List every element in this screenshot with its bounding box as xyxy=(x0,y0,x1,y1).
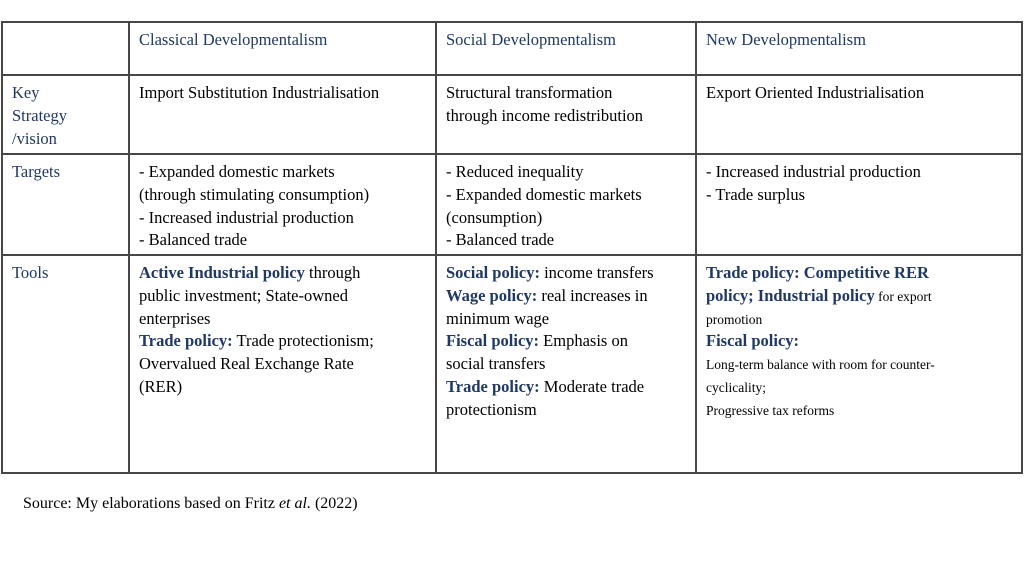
text-segment: /vision xyxy=(12,128,57,148)
text-segment: - Increased industrial production xyxy=(706,162,921,181)
developmentalism-comparison-table: Classical Developmentalism Social Develo… xyxy=(1,21,1023,475)
source-note: Source: My elaborations based on Fritz e… xyxy=(23,494,358,515)
text-segment: real increases in xyxy=(537,285,648,305)
text-segment: enterprises xyxy=(139,308,211,328)
text-segment: - Expanded domestic markets xyxy=(139,162,335,181)
text-segment: - Expanded domestic markets xyxy=(446,184,642,204)
text-segment: - Trade surplus xyxy=(706,184,806,204)
text-segment: Active Industrial policy xyxy=(139,263,305,283)
cell-key-strategy-classical: Import Substitution Industrialisation xyxy=(128,74,437,155)
text-segment: through xyxy=(304,263,361,283)
row-label-targets: Targets xyxy=(1,152,130,257)
text-segment: - Balanced trade xyxy=(446,230,555,250)
text-segment: Export Oriented Industrialisation xyxy=(706,83,925,102)
text-segment: (consumption) xyxy=(446,207,543,227)
text-segment: - Balanced trade xyxy=(139,230,248,250)
cell-targets-new: - Increased industrial production - Trade… xyxy=(695,152,1023,257)
row-label-tools: Tools xyxy=(1,254,130,475)
text-segment: - Reduced inequality xyxy=(446,162,584,181)
text-segment: Tools xyxy=(12,263,49,283)
text-segment: protectionism xyxy=(446,399,537,419)
text-segment: cyclicality; xyxy=(706,379,766,395)
text-segment: Key xyxy=(12,83,40,102)
text-segment: Source: My elaborations based on Fritz xyxy=(23,495,279,512)
column-header-social: Social Developmentalism xyxy=(435,21,697,76)
text-segment: Fiscal policy: xyxy=(706,331,800,351)
cell-key-strategy-new: Export Oriented Industrialisation xyxy=(695,74,1023,155)
text-segment: income transfers xyxy=(539,263,654,283)
text-segment: (RER) xyxy=(139,376,183,396)
text-segment: (2022) xyxy=(310,495,358,512)
text-segment: Overvalued Real Exchange Rate xyxy=(139,354,354,374)
cell-tools-new: Trade policy: Competitive RER policy; Ind… xyxy=(695,254,1023,475)
text-segment: Fiscal policy: xyxy=(446,331,540,351)
text-segment: Emphasis on xyxy=(539,331,628,351)
text-segment: (through stimulating consumption) xyxy=(139,184,370,204)
text-segment: Structural transformation xyxy=(446,83,613,102)
corner-empty-cell xyxy=(1,21,130,76)
text-segment: Strategy xyxy=(12,105,67,125)
column-header-classical: Classical Developmentalism xyxy=(128,21,437,76)
text-segment: Moderate trade xyxy=(539,376,645,396)
text-segment: Targets xyxy=(12,162,61,181)
text-segment: public investment; State-owned xyxy=(139,285,348,305)
targets-row: Targets - Expanded domestic markets (thro… xyxy=(1,152,1023,257)
text-segment: Social policy: xyxy=(446,263,540,283)
cell-targets-social: - Reduced inequality - Expanded domestic … xyxy=(435,152,697,257)
text-segment: et al. xyxy=(278,495,311,512)
cell-key-strategy-social: Structural transformation through income … xyxy=(435,74,697,155)
text-segment: - Increased industrial production xyxy=(139,207,354,227)
text-segment: Import Substitution Industrialisation xyxy=(139,83,380,102)
text-segment: for export xyxy=(874,288,932,304)
text-segment: Trade policy: Competitive RER xyxy=(706,263,929,283)
row-label-key-strategy: Key Strategy/vision xyxy=(1,74,130,155)
text-segment: Trade protectionism; xyxy=(232,331,374,351)
text-segment: Long-term balance with room for counter- xyxy=(706,357,935,373)
text-segment: Wage policy: xyxy=(446,285,538,305)
text-segment: Trade policy: xyxy=(139,331,233,351)
cell-tools-classical: Active Industrial policy through public i… xyxy=(128,254,437,475)
key-strategy-row: Key Strategy/vision Import Substitution I… xyxy=(1,74,1023,155)
text-segment: Trade policy: xyxy=(446,376,540,396)
text-segment: Progressive tax reforms xyxy=(706,402,835,418)
text-segment: policy; Industrial policy xyxy=(706,285,875,305)
cell-targets-classical: - Expanded domestic markets (through stim… xyxy=(128,152,437,257)
text-segment: minimum wage xyxy=(446,308,550,328)
text-segment: social transfers xyxy=(446,354,546,374)
column-header-new: New Developmentalism xyxy=(695,21,1023,76)
text-segment: promotion xyxy=(706,311,763,327)
text-segment: through income redistribution xyxy=(446,105,644,125)
tools-row: Tools Active Industrial policy through pu… xyxy=(1,254,1023,475)
cell-tools-social: Social policy: income transfers Wage poli… xyxy=(435,254,697,475)
header-row: Classical Developmentalism Social Develo… xyxy=(1,21,1023,76)
